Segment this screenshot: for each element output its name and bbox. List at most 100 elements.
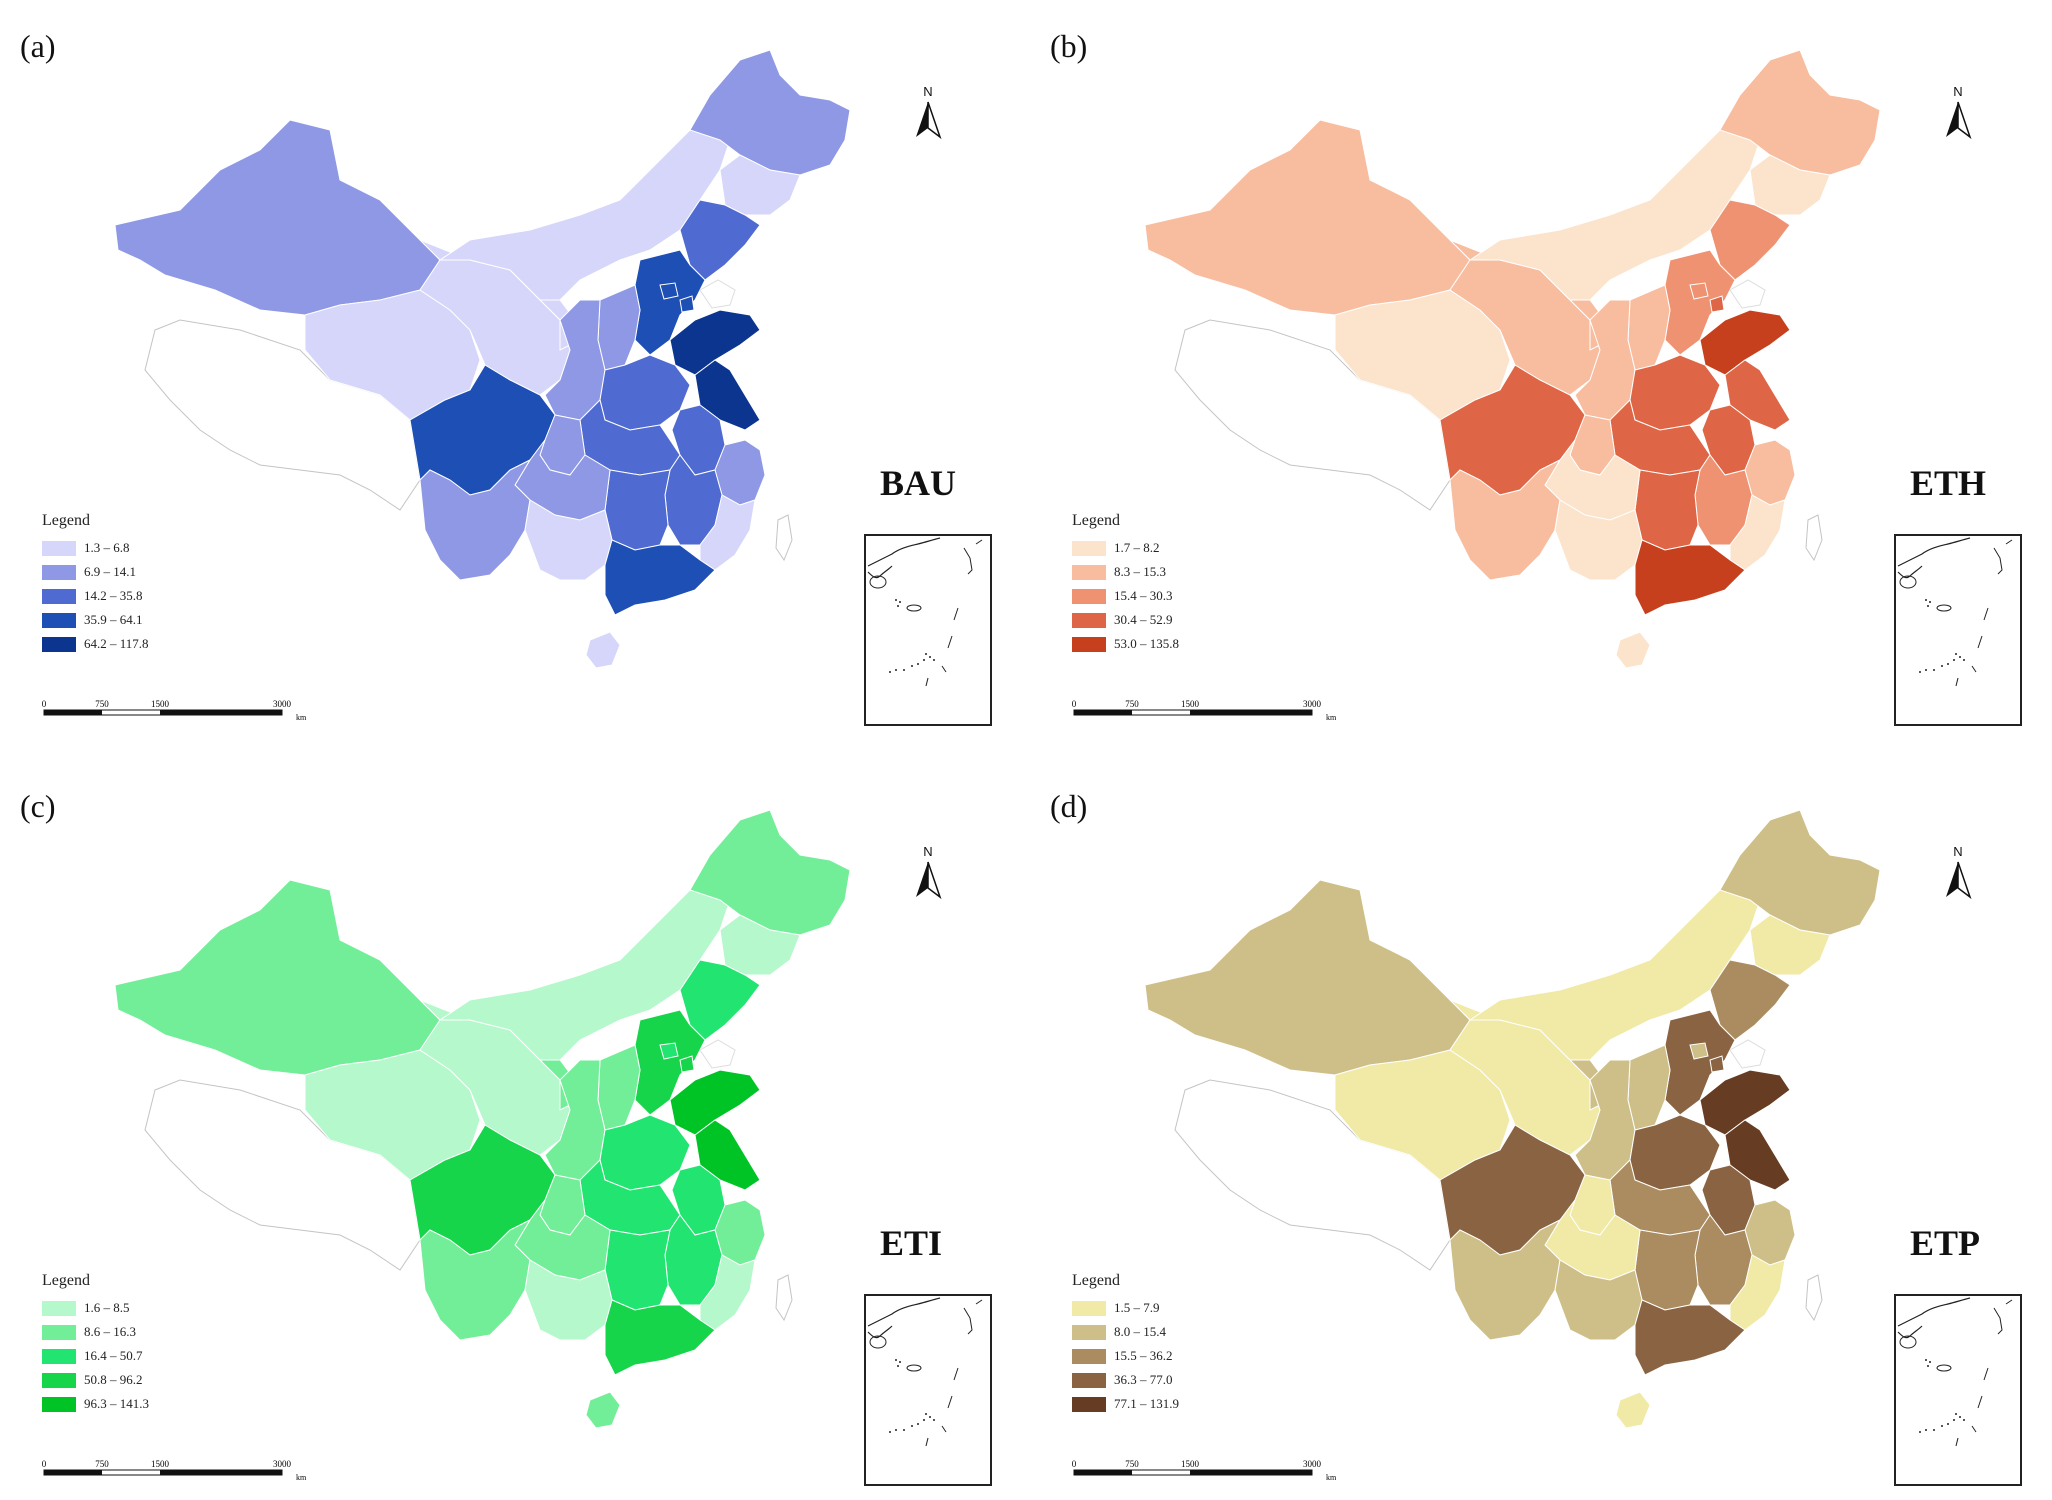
region-shandong (1699, 1069, 1791, 1136)
legend-title: Legend (42, 1272, 90, 1289)
region-hunan (1634, 1229, 1701, 1311)
legend-item: 53.0 – 135.8 (1072, 632, 1179, 656)
scale-bar: 0 750 1500 3000 km (42, 1459, 307, 1482)
legend-swatch (1072, 612, 1106, 628)
legend-item: 96.3 – 141.3 (42, 1392, 149, 1416)
region-tibet (144, 1079, 421, 1271)
svg-text:N: N (923, 844, 932, 859)
region-qinghai (1334, 289, 1511, 421)
region-xinjiang (114, 119, 441, 316)
svg-text:3000: 3000 (1303, 1459, 1322, 1469)
region-xinjiang (1144, 119, 1471, 316)
svg-text:1500: 1500 (1181, 1459, 1200, 1469)
svg-text:km: km (1326, 713, 1337, 722)
svg-text:0: 0 (42, 699, 47, 709)
panel-label: (c) (20, 788, 56, 824)
map-panel-bau: (a) N BAU Legend 1.3 – 6.8 6.9 – 14.1 14.2… (0, 0, 1000, 740)
legend-item: 8.3 – 15.3 (1072, 560, 1179, 584)
legend-class-label: 1.5 – 7.9 (1114, 1300, 1160, 1315)
region-guangdong (604, 539, 716, 616)
bohai-sea (699, 1039, 736, 1069)
svg-text:1500: 1500 (151, 699, 170, 709)
panel-label: (b) (1050, 28, 1088, 64)
svg-text:3000: 3000 (1303, 699, 1322, 709)
legend-title: Legend (1072, 512, 1120, 529)
region-fujian (699, 494, 756, 571)
china-map (1144, 49, 1881, 669)
legend-swatch (1072, 1348, 1106, 1364)
china-map (114, 49, 851, 669)
region-shandong (669, 1069, 761, 1136)
svg-text:750: 750 (1125, 1459, 1139, 1469)
legend-item: 1.3 – 6.8 (42, 536, 149, 560)
north-arrow-icon: N (916, 844, 942, 900)
legend-swatch (1072, 588, 1106, 604)
svg-text:1500: 1500 (1181, 699, 1200, 709)
svg-text:3000: 3000 (273, 699, 292, 709)
north-arrow-icon: N (916, 84, 942, 140)
region-shandong (1699, 309, 1791, 376)
region-hainan (585, 1391, 621, 1429)
region-tianjin (1709, 295, 1725, 313)
svg-text:0: 0 (1072, 699, 1077, 709)
region-shanxi (1627, 1044, 1671, 1131)
panel-label: (a) (20, 28, 56, 64)
legend-swatch (42, 1300, 76, 1316)
legend: Legend 1.6 – 8.5 8.6 – 16.3 16.4 – 50.7 50.… (42, 1272, 149, 1416)
region-taiwan (775, 514, 793, 562)
legend-title: Legend (1072, 1272, 1120, 1289)
svg-text:km: km (296, 1473, 307, 1482)
legend-class-label: 53.0 – 135.8 (1114, 636, 1179, 651)
scenario-label: ETH (1910, 463, 1987, 503)
legend-class-label: 6.9 – 14.1 (84, 564, 136, 579)
region-qinghai (1334, 1049, 1511, 1181)
legend-item: 35.9 – 64.1 (42, 608, 149, 632)
region-shandong (669, 309, 761, 376)
region-tianjin (679, 1055, 695, 1073)
region-guangdong (604, 1299, 716, 1376)
legend-class-label: 8.6 – 16.3 (84, 1324, 136, 1339)
legend-item: 1.7 – 8.2 (1072, 536, 1179, 560)
legend-item: 8.6 – 16.3 (42, 1320, 149, 1344)
region-yunnan (1449, 458, 1562, 581)
map-panel-etp: (d) N ETP Legend 1.5 – 7.9 8.0 – 15.4 15.5… (1030, 760, 2030, 1500)
legend-item: 16.4 – 50.7 (42, 1344, 149, 1368)
svg-text:km: km (296, 713, 307, 722)
china-map (1144, 809, 1881, 1429)
region-hainan (1615, 631, 1651, 669)
region-tibet (144, 319, 421, 511)
legend-swatch (1072, 564, 1106, 580)
legend-swatch (42, 588, 76, 604)
china-map (114, 809, 851, 1429)
region-yunnan (1449, 1218, 1562, 1341)
north-arrow-icon: N (1946, 84, 1972, 140)
map-panel-eth: (b) N ETH Legend 1.7 – 8.2 8.3 – 15.3 15.4… (1030, 0, 2030, 740)
legend: Legend 1.5 – 7.9 8.0 – 15.4 15.5 – 36.2 36.… (1072, 1272, 1179, 1416)
svg-text:750: 750 (95, 699, 109, 709)
legend-swatch (42, 1372, 76, 1388)
legend-class-label: 36.3 – 77.0 (1114, 1372, 1173, 1387)
scale-bar: 0 750 1500 3000 km (1072, 699, 1337, 722)
region-beijing (1689, 1042, 1709, 1060)
legend-class-label: 30.4 – 52.9 (1114, 612, 1173, 627)
legend-swatch (1072, 1324, 1106, 1340)
region-shanxi (597, 1044, 641, 1131)
legend-class-label: 96.3 – 141.3 (84, 1396, 149, 1411)
legend-item: 1.5 – 7.9 (1072, 1296, 1179, 1320)
region-beijing (659, 282, 679, 300)
legend-swatch (42, 564, 76, 580)
legend-class-label: 14.2 – 35.8 (84, 588, 143, 603)
region-qinghai (304, 1049, 481, 1181)
region-xinjiang (1144, 879, 1471, 1076)
legend-title: Legend (42, 512, 90, 529)
legend-class-label: 15.5 – 36.2 (1114, 1348, 1173, 1363)
region-xinjiang (114, 879, 441, 1076)
south-china-sea-inset (1894, 1294, 2022, 1486)
region-beijing (659, 1042, 679, 1060)
region-fujian (1729, 1254, 1786, 1331)
svg-text:km: km (1326, 1473, 1337, 1482)
map-panel-eti: (c) N ETI Legend 1.6 – 8.5 8.6 – 16.3 16.4… (0, 760, 1000, 1500)
region-taiwan (775, 1274, 793, 1322)
legend-class-label: 8.3 – 15.3 (1114, 564, 1166, 579)
region-hunan (604, 1229, 671, 1311)
